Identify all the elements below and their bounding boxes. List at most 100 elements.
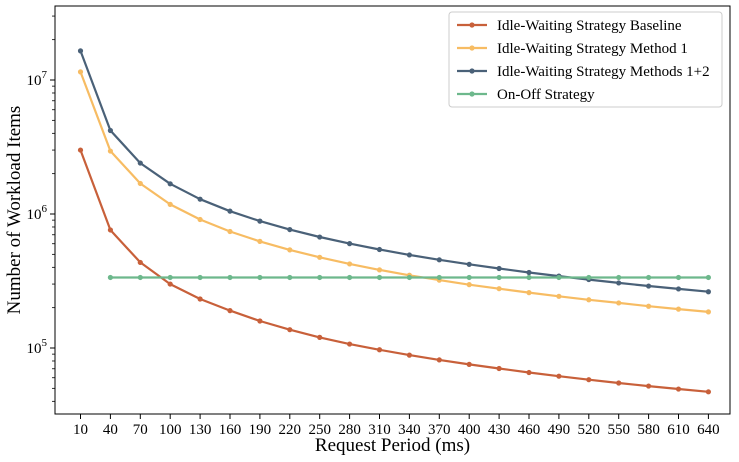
data-point: [526, 274, 532, 281]
data-point: [436, 357, 442, 363]
x-tick-label: 40: [103, 422, 118, 438]
data-point: [107, 127, 113, 134]
data-point: [705, 389, 712, 395]
data-point: [107, 227, 113, 233]
data-point: [257, 218, 263, 224]
series-line: [79, 149, 709, 393]
x-axis-label: Request Period (ms): [315, 435, 470, 456]
x-tick-label: 370: [428, 422, 451, 438]
data-point: [197, 216, 203, 223]
data-point: [227, 308, 233, 314]
data-point: [77, 69, 84, 75]
data-point: [406, 352, 412, 358]
data-point: [137, 160, 143, 166]
plot-frame: [54, 5, 731, 415]
data-point: [616, 380, 622, 386]
data-point: [287, 327, 293, 333]
data-point: [227, 274, 233, 281]
data-point: [317, 254, 323, 260]
x-tick-label: 100: [159, 422, 182, 438]
y-tick-label: 106: [27, 203, 48, 223]
data-point: [436, 274, 442, 281]
data-point: [197, 196, 203, 202]
x-tick-label: 640: [697, 422, 720, 438]
data-point: [347, 341, 353, 347]
data-point: [317, 234, 323, 240]
data-point: [77, 147, 84, 153]
data-point: [646, 274, 652, 281]
x-tick-label: 340: [398, 422, 421, 438]
data-point: [526, 290, 532, 296]
data-point: [197, 274, 203, 281]
data-point: [675, 274, 682, 281]
series-4: [107, 274, 712, 281]
data-point: [675, 386, 682, 392]
data-point: [77, 48, 84, 54]
data-point: [137, 180, 143, 187]
data-point: [376, 274, 383, 281]
data-point: [406, 274, 412, 281]
data-point: [705, 289, 712, 295]
legend-marker: [469, 45, 475, 51]
data-point: [616, 300, 622, 306]
data-point: [107, 274, 113, 281]
data-point: [556, 274, 562, 281]
data-point: [646, 383, 652, 389]
legend: Idle-Waiting Strategy Baseline Idle-Waiti…: [448, 11, 723, 108]
x-tick-label: 280: [338, 422, 361, 438]
x-tick-label: 400: [458, 422, 481, 438]
legend-box: [448, 11, 723, 108]
data-point: [137, 259, 143, 266]
data-point: [466, 261, 472, 267]
x-tick-label: 430: [488, 422, 511, 438]
data-point: [317, 274, 323, 281]
y-tick-label: 107: [27, 69, 48, 89]
data-point: [705, 274, 712, 281]
legend-label: Idle-Waiting Strategy Baseline: [497, 18, 682, 34]
data-point: [376, 267, 383, 273]
data-point: [257, 238, 263, 244]
data-point: [287, 274, 293, 281]
legend-item: On-Off Strategy: [457, 87, 595, 103]
data-point: [496, 365, 502, 372]
data-point: [586, 274, 592, 281]
data-point: [376, 246, 383, 253]
data-point: [526, 269, 532, 276]
legend-label: On-Off Strategy: [497, 87, 595, 103]
legend-label: Idle-Waiting Strategy Methods 1+2: [497, 64, 710, 80]
x-tick-label: 220: [279, 422, 302, 438]
x-tick-label: 310: [368, 422, 391, 438]
data-point: [646, 303, 652, 309]
data-point: [586, 377, 592, 383]
x-tick-label: 130: [189, 422, 212, 438]
data-point: [347, 261, 353, 267]
data-point: [496, 274, 502, 281]
legend-marker: [469, 68, 475, 74]
data-point: [167, 201, 173, 207]
y-tick-label: 105: [27, 337, 48, 357]
data-point: [466, 361, 472, 367]
data-point: [347, 241, 353, 247]
series-1: [77, 147, 712, 395]
data-point: [586, 297, 592, 303]
data-point: [167, 281, 173, 287]
data-point: [556, 293, 562, 299]
x-tick-label: 610: [667, 422, 690, 438]
x-tick-label: 460: [518, 422, 541, 438]
data-point: [257, 274, 263, 281]
legend-marker: [469, 91, 475, 97]
legend-item: Idle-Waiting Strategy Method 1: [457, 41, 688, 57]
data-point: [646, 283, 652, 289]
data-point: [705, 309, 712, 315]
data-point: [526, 369, 532, 376]
data-point: [317, 334, 323, 340]
data-point: [616, 280, 622, 286]
x-tick-label: 190: [249, 422, 272, 438]
ticks-layer: 10 40 70 100 130 160 190 220 250 280 310 340 370 400 4…: [27, 15, 720, 438]
x-tick-label: 250: [308, 422, 331, 438]
data-point: [347, 274, 353, 281]
series-line: [79, 71, 709, 313]
legend-item: Idle-Waiting Strategy Methods 1+2: [457, 64, 710, 80]
legend-marker: [469, 22, 475, 28]
